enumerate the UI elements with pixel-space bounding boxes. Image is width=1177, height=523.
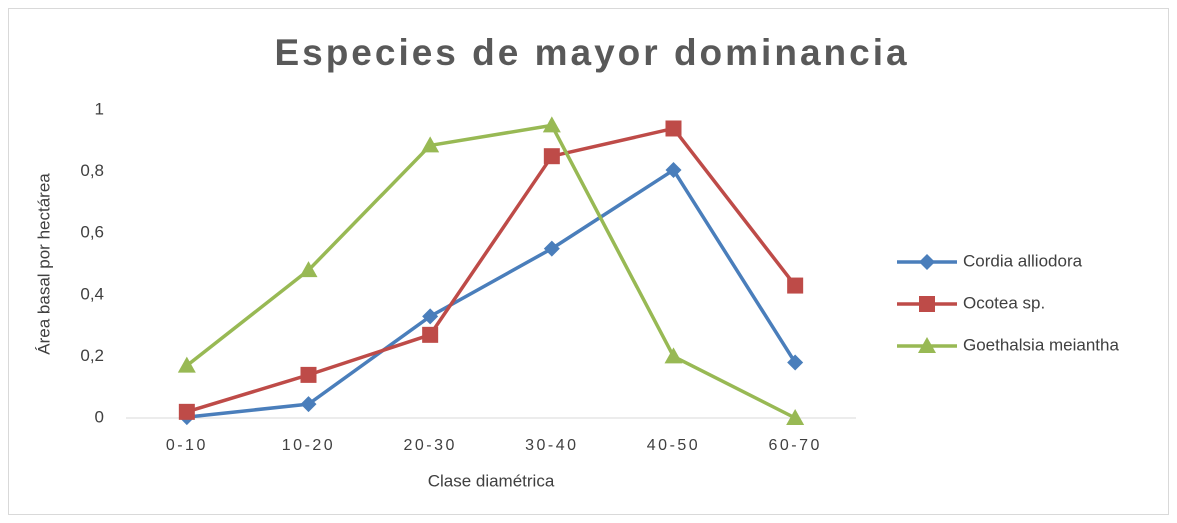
- x-tick-label: 0-10: [166, 437, 208, 454]
- y-tick-label: 0: [95, 407, 104, 426]
- marker: [665, 120, 682, 137]
- marker: [422, 326, 439, 343]
- marker: [178, 403, 195, 420]
- marker: [421, 136, 440, 153]
- marker: [786, 409, 805, 425]
- marker: [665, 162, 682, 179]
- legend-label: Goethalsia meiantha: [963, 335, 1119, 354]
- chart-title: Especies de mayor dominancia: [274, 32, 909, 73]
- x-tick-label: 10-20: [282, 437, 335, 454]
- marker: [300, 396, 317, 413]
- series-line: [186, 126, 797, 414]
- y-tick-label: 1: [95, 99, 104, 118]
- marker: [299, 261, 318, 278]
- y-tick-label: 0,8: [80, 161, 104, 180]
- marker: [787, 277, 804, 294]
- x-tick-label: 60-70: [768, 437, 821, 454]
- legend-label: Cordia alliodora: [963, 251, 1083, 270]
- x-axis-label: Clase diamétrica: [428, 471, 555, 490]
- y-tick-label: 0,4: [80, 284, 104, 303]
- x-tick-label: 40-50: [647, 437, 700, 454]
- marker: [300, 366, 317, 383]
- legend-marker: [918, 337, 936, 353]
- legend-marker: [919, 296, 935, 312]
- x-tick-label: 20-30: [403, 437, 456, 454]
- marker: [422, 308, 439, 325]
- y-axis-label: Área basal por hectárea: [34, 173, 53, 355]
- marker: [787, 354, 804, 371]
- marker: [543, 148, 560, 165]
- y-tick-label: 0,2: [80, 346, 104, 365]
- y-tick-label: 0,6: [80, 223, 104, 242]
- series-line: [186, 168, 797, 419]
- marker: [542, 116, 561, 133]
- marker: [177, 356, 196, 373]
- marker: [664, 347, 683, 364]
- marker: [543, 240, 560, 257]
- x-tick-label: 30-40: [525, 437, 578, 454]
- chart-border: [8, 8, 1169, 515]
- series-line: [185, 123, 796, 420]
- legend-marker: [919, 254, 935, 270]
- legend-label: Ocotea sp.: [963, 293, 1045, 312]
